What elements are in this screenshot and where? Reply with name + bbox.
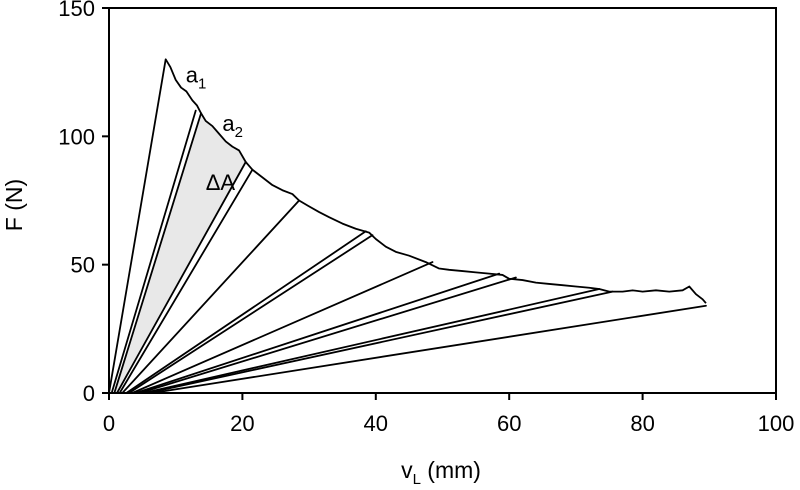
unloading-line-14	[151, 304, 707, 394]
x-tick-label: 40	[364, 411, 388, 436]
annotation-subscript: 2	[235, 124, 243, 141]
annotation-label: a1	[186, 62, 207, 92]
x-axis-label-main: v	[401, 457, 413, 483]
unloading-line-5	[118, 168, 254, 394]
x-tick-label: 20	[230, 411, 254, 436]
y-tick-label: 0	[83, 381, 95, 406]
unloading-line-13	[146, 290, 614, 394]
y-tick-label: 150	[58, 0, 95, 21]
annotation-main: a	[222, 111, 235, 136]
annotation-label: a2	[222, 111, 243, 141]
x-tick-label: 60	[497, 411, 521, 436]
annotation-label: ΔA	[206, 170, 236, 195]
shaded-region-layer	[114, 113, 246, 393]
y-tick-label: 50	[71, 253, 95, 278]
unloading-line-2	[110, 109, 197, 394]
envelope-layer	[164, 58, 707, 304]
x-tick-label: 0	[103, 411, 115, 436]
annotation-subscript: 1	[198, 75, 206, 92]
x-tick-label: 100	[758, 411, 795, 436]
x-axis-label: vL (mm)	[401, 457, 481, 488]
unloading-line-12	[142, 288, 601, 394]
annotation-main: a	[186, 62, 199, 87]
y-axis-label: F (N)	[1, 179, 27, 231]
unloading-line-8	[128, 234, 374, 394]
shaded-region	[114, 113, 246, 393]
unloading-line-10	[134, 272, 501, 394]
unloading-line-4	[116, 161, 247, 394]
envelope-curve	[164, 58, 707, 304]
unloading-lines-layer	[108, 58, 707, 394]
x-axis-label-unit: (mm)	[421, 457, 481, 483]
unloading-line-7	[125, 230, 367, 394]
y-axis-ticks: 0 50 100 150	[58, 0, 109, 406]
x-axis-ticks: 0 20 40 60 80 100	[103, 393, 794, 436]
unloading-line-9	[131, 261, 434, 394]
unloading-line-11	[138, 276, 517, 394]
plot-frame	[108, 7, 777, 394]
x-tick-label: 80	[630, 411, 654, 436]
y-tick-label: 100	[58, 124, 95, 149]
unloading-line-6	[121, 199, 300, 394]
annotation-main: ΔA	[206, 170, 236, 195]
x-axis-label-sub: L	[413, 471, 421, 488]
unloading-line-1	[108, 58, 167, 394]
unloading-line-3	[113, 112, 202, 394]
